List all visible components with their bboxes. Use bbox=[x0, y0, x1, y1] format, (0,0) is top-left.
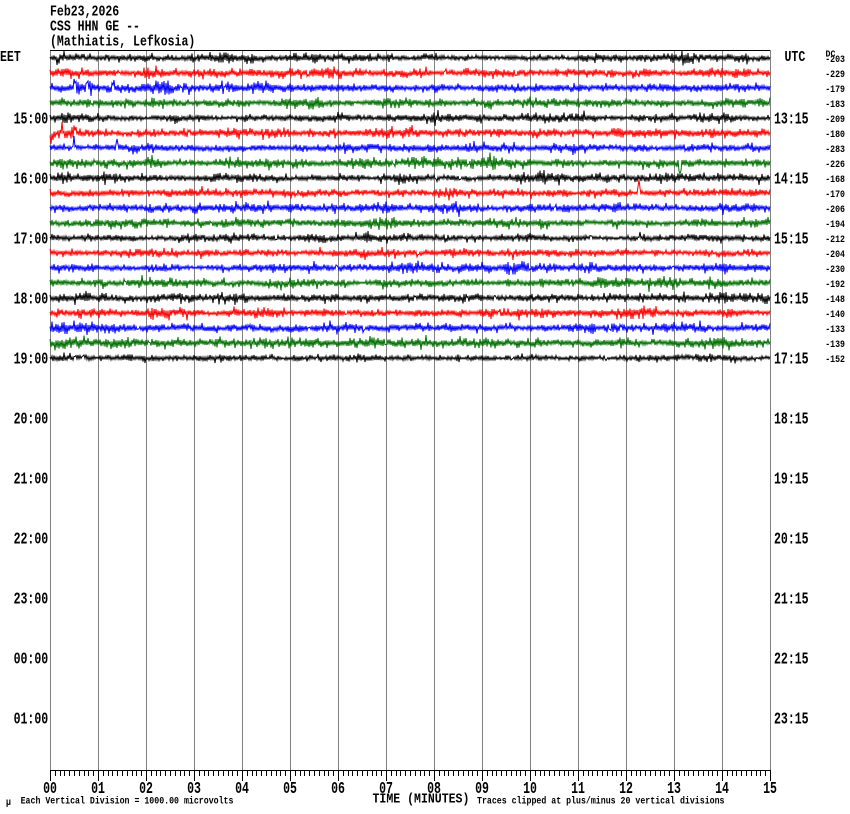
svg-text:-152: -152 bbox=[825, 354, 845, 366]
svg-text:10: 10 bbox=[523, 779, 537, 798]
svg-text:EET: EET bbox=[0, 49, 21, 66]
svg-text:14:15: 14:15 bbox=[774, 170, 809, 189]
svg-text:03: 03 bbox=[187, 779, 201, 798]
svg-text:-230: -230 bbox=[825, 264, 845, 276]
svg-text:19:00: 19:00 bbox=[14, 350, 49, 369]
svg-text:Traces clipped at plus/minus 2: Traces clipped at plus/minus 20 vertical… bbox=[477, 796, 725, 808]
svg-text:01:00: 01:00 bbox=[14, 710, 49, 729]
svg-text:DC: DC bbox=[826, 50, 836, 60]
svg-text:-179: -179 bbox=[825, 84, 845, 96]
svg-text:22:00: 22:00 bbox=[14, 530, 49, 549]
svg-text:01: 01 bbox=[91, 779, 105, 798]
svg-text:20:00: 20:00 bbox=[14, 410, 49, 429]
svg-text:08: 08 bbox=[427, 779, 441, 798]
svg-text:23:00: 23:00 bbox=[14, 590, 49, 609]
svg-text:-148: -148 bbox=[825, 294, 845, 306]
svg-text:04: 04 bbox=[235, 779, 249, 798]
svg-text:Feb23,2026: Feb23,2026 bbox=[50, 4, 119, 21]
svg-text:17:15: 17:15 bbox=[774, 350, 809, 369]
svg-text:16:15: 16:15 bbox=[774, 290, 809, 309]
svg-text:Each Vertical Division = 1000.: Each Vertical Division = 1000.00 microvo… bbox=[21, 796, 234, 808]
svg-text:-170: -170 bbox=[825, 189, 845, 201]
svg-text:00:00: 00:00 bbox=[14, 650, 49, 669]
svg-text:07: 07 bbox=[379, 779, 393, 798]
svg-text:-139: -139 bbox=[825, 339, 845, 351]
svg-text:00: 00 bbox=[43, 779, 57, 798]
svg-text:22:15: 22:15 bbox=[774, 650, 809, 669]
svg-text:CSS HHN GE --: CSS HHN GE -- bbox=[50, 19, 140, 36]
svg-text:-229: -229 bbox=[825, 69, 845, 81]
svg-text:06: 06 bbox=[331, 779, 345, 798]
svg-text:09: 09 bbox=[475, 779, 489, 798]
svg-text:-192: -192 bbox=[825, 279, 845, 291]
svg-text:15: 15 bbox=[763, 779, 777, 798]
svg-text:-133: -133 bbox=[825, 324, 845, 336]
svg-text:-180: -180 bbox=[825, 129, 845, 141]
svg-text:-226: -226 bbox=[825, 159, 845, 171]
svg-text:17:00: 17:00 bbox=[14, 230, 49, 249]
svg-text:-194: -194 bbox=[825, 219, 845, 231]
svg-text:UTC: UTC bbox=[785, 49, 806, 66]
svg-text:-168: -168 bbox=[825, 174, 845, 186]
svg-text:13: 13 bbox=[667, 779, 681, 798]
svg-text:15:00: 15:00 bbox=[14, 110, 49, 129]
svg-text:19:15: 19:15 bbox=[774, 470, 809, 489]
svg-text:µ: µ bbox=[6, 797, 11, 809]
svg-text:18:15: 18:15 bbox=[774, 410, 809, 429]
svg-text:16:00: 16:00 bbox=[14, 170, 49, 189]
svg-text:20:15: 20:15 bbox=[774, 530, 809, 549]
svg-text:15:15: 15:15 bbox=[774, 230, 809, 249]
svg-text:02: 02 bbox=[139, 779, 153, 798]
svg-text:(Mathiatis, Lefkosia): (Mathiatis, Lefkosia) bbox=[50, 34, 195, 51]
svg-text:14: 14 bbox=[715, 779, 729, 798]
svg-text:TIME (MINUTES): TIME (MINUTES) bbox=[373, 792, 470, 808]
svg-text:21:15: 21:15 bbox=[774, 590, 809, 609]
svg-text:-204: -204 bbox=[825, 249, 845, 261]
svg-text:-283: -283 bbox=[825, 144, 845, 156]
svg-text:-212: -212 bbox=[825, 234, 845, 246]
svg-text:05: 05 bbox=[283, 779, 297, 798]
svg-text:-206: -206 bbox=[825, 204, 845, 216]
svg-text:-209: -209 bbox=[825, 114, 845, 126]
svg-text:13:15: 13:15 bbox=[774, 110, 809, 129]
svg-text:23:15: 23:15 bbox=[774, 710, 809, 729]
svg-text:12: 12 bbox=[619, 779, 633, 798]
svg-text:11: 11 bbox=[571, 779, 585, 798]
svg-text:-203: -203 bbox=[825, 54, 845, 66]
svg-text:21:00: 21:00 bbox=[14, 470, 49, 489]
svg-text:-140: -140 bbox=[825, 309, 845, 321]
svg-text:-183: -183 bbox=[825, 99, 845, 111]
svg-text:18:00: 18:00 bbox=[14, 290, 49, 309]
